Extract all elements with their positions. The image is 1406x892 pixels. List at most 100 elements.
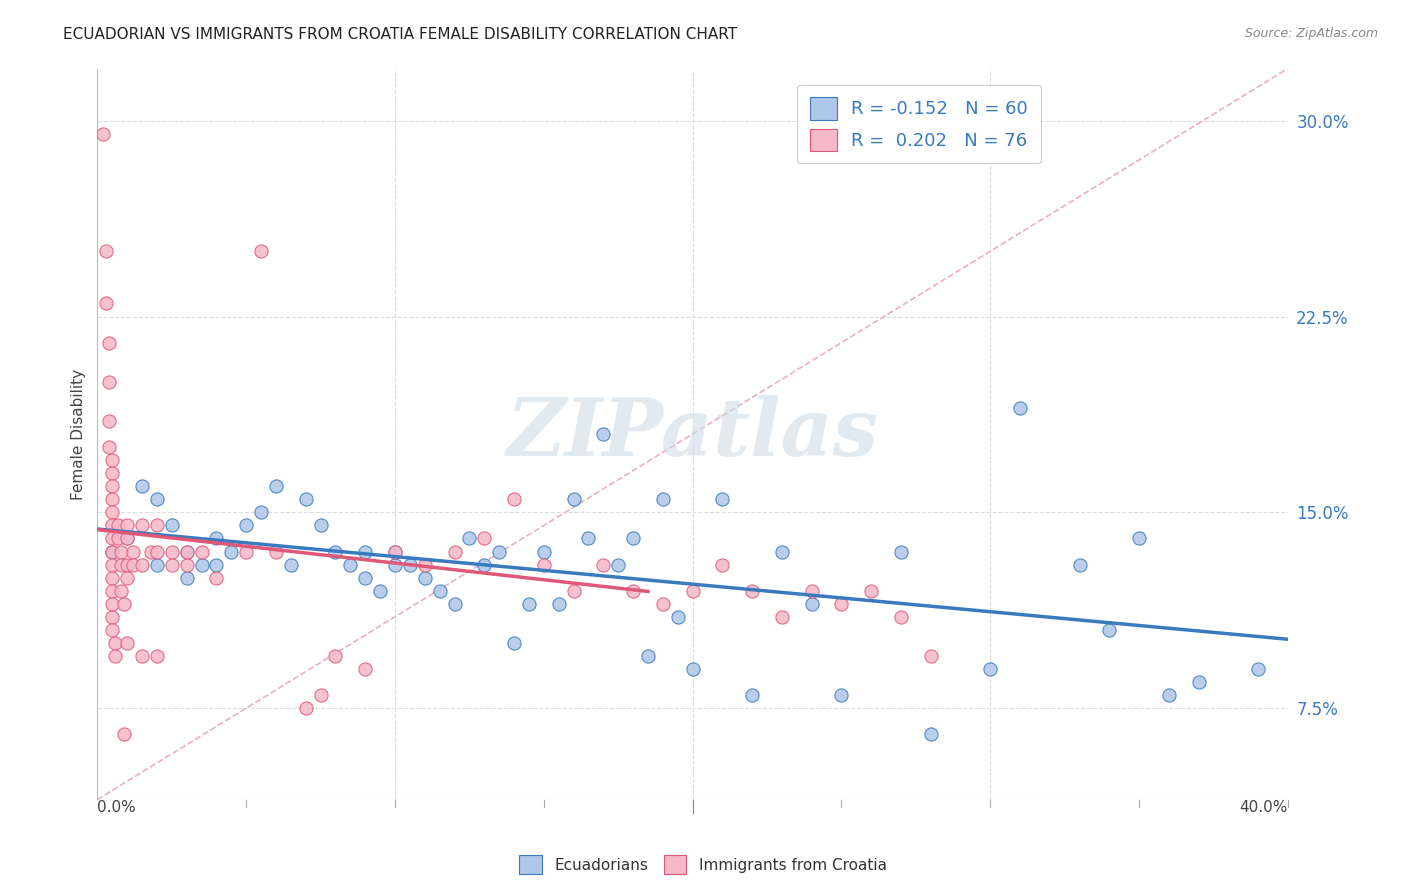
Point [711, 492, 734, 507]
Point [264, 544, 287, 558]
Point [384, 544, 406, 558]
Point [533, 558, 555, 572]
Y-axis label: Female Disability: Female Disability [72, 368, 86, 500]
Point [711, 558, 734, 572]
Text: ZIPatlas: ZIPatlas [506, 395, 879, 473]
Point [1187, 675, 1209, 690]
Point [176, 544, 198, 558]
Point [96, 296, 118, 310]
Point [621, 532, 644, 546]
Point [607, 558, 630, 572]
Point [146, 648, 169, 663]
Point [98, 414, 121, 428]
Point [309, 688, 332, 702]
Point [458, 532, 481, 546]
Point [115, 558, 138, 572]
Point [101, 479, 124, 493]
Point [101, 532, 124, 546]
Point [131, 518, 153, 533]
Point [101, 505, 124, 519]
Point [503, 492, 526, 507]
Point [1069, 558, 1091, 572]
Point [219, 544, 242, 558]
Point [443, 597, 465, 611]
Point [131, 648, 153, 663]
Point [741, 583, 763, 598]
Point [309, 518, 332, 533]
Point [770, 544, 793, 558]
Point [384, 558, 406, 572]
Point [682, 583, 704, 598]
Point [920, 648, 942, 663]
Point [1008, 401, 1031, 415]
Point [830, 597, 852, 611]
Point [110, 558, 132, 572]
Point [176, 558, 198, 572]
Point [562, 492, 585, 507]
Point [264, 479, 287, 493]
Point [666, 609, 689, 624]
Point [250, 244, 273, 259]
Point [741, 688, 763, 702]
Point [637, 648, 659, 663]
Point [682, 662, 704, 676]
Legend: Ecuadorians, Immigrants from Croatia: Ecuadorians, Immigrants from Croatia [513, 849, 893, 880]
Point [399, 558, 422, 572]
Point [112, 727, 135, 741]
Point [205, 571, 228, 585]
Point [294, 701, 316, 715]
Point [101, 492, 124, 507]
Point [146, 518, 169, 533]
Point [110, 583, 132, 598]
Point [339, 558, 361, 572]
Point [413, 558, 436, 572]
Point [517, 597, 540, 611]
Point [98, 440, 121, 454]
Point [800, 597, 823, 611]
Point [107, 518, 129, 533]
Point [368, 583, 391, 598]
Point [91, 127, 114, 141]
Point [101, 558, 124, 572]
Point [101, 466, 124, 480]
Point [104, 636, 127, 650]
Text: Source: ZipAtlas.com: Source: ZipAtlas.com [1244, 27, 1378, 40]
Point [800, 583, 823, 598]
Point [115, 571, 138, 585]
Point [280, 558, 302, 572]
Point [890, 544, 912, 558]
Point [122, 558, 145, 572]
Text: ECUADORIAN VS IMMIGRANTS FROM CROATIA FEMALE DISABILITY CORRELATION CHART: ECUADORIAN VS IMMIGRANTS FROM CROATIA FE… [63, 27, 737, 42]
Point [1098, 623, 1121, 637]
Point [979, 662, 1001, 676]
Point [472, 532, 495, 546]
Point [770, 609, 793, 624]
Point [920, 727, 942, 741]
Point [146, 544, 169, 558]
Point [205, 558, 228, 572]
Point [98, 335, 121, 350]
Point [146, 558, 169, 572]
Point [139, 544, 162, 558]
Point [830, 688, 852, 702]
Point [592, 558, 614, 572]
Point [131, 558, 153, 572]
Point [325, 544, 347, 558]
Point [115, 532, 138, 546]
Point [160, 544, 183, 558]
Point [101, 609, 124, 624]
Point [354, 662, 377, 676]
Point [592, 427, 614, 442]
Point [107, 532, 129, 546]
Point [112, 597, 135, 611]
Point [101, 544, 124, 558]
Point [115, 532, 138, 546]
Point [354, 544, 377, 558]
Legend: R = -0.152   N = 60, R =  0.202   N = 76: R = -0.152 N = 60, R = 0.202 N = 76 [797, 85, 1040, 163]
Text: 0.0%: 0.0% [97, 799, 136, 814]
Point [101, 571, 124, 585]
Point [578, 532, 600, 546]
Text: 40.0%: 40.0% [1240, 799, 1288, 814]
Point [122, 544, 145, 558]
Point [160, 518, 183, 533]
